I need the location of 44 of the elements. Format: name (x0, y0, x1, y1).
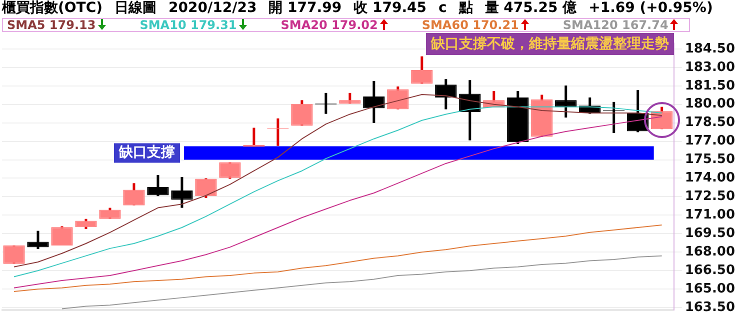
chart-subtitle: 日線圖 (114, 0, 157, 16)
y-tick-label: 165.00 (684, 281, 736, 296)
candlestick (603, 100, 625, 134)
y-tick-label: 171.00 (684, 208, 736, 223)
y-tick-label: 166.50 (684, 262, 736, 278)
candlestick (171, 176, 193, 210)
candlestick (195, 176, 217, 200)
y-tick-label: 180.00 (684, 96, 736, 112)
y-tick-label: 181.50 (684, 78, 736, 94)
candlestick (51, 225, 73, 247)
y-tick-label: 163.50 (684, 300, 736, 315)
text: 開 177.99 (268, 0, 342, 16)
text: SMA60 170.21 (422, 18, 520, 32)
candlestick (435, 78, 457, 111)
chart-title: 櫃買指數(OTC) (2, 0, 103, 16)
text: 量 475.25 億 (484, 0, 577, 16)
y-tick-label: 174.00 (684, 170, 736, 186)
candlestick (555, 84, 577, 119)
text: 點 (458, 0, 473, 16)
candlestick (363, 80, 385, 124)
candlestick (291, 98, 313, 128)
candlestick (411, 55, 433, 86)
text: SMA5 179.13 (7, 18, 97, 32)
y-tick-label: 168.00 (684, 244, 736, 260)
y-tick-label: 172.50 (684, 189, 736, 204)
band-label: 缺口支撐 (118, 144, 175, 161)
text: SMA20 179.02 (280, 18, 379, 32)
candlestick (219, 160, 241, 180)
text: 收 179.45 (354, 0, 426, 16)
y-tick-label: 183.00 (684, 60, 736, 75)
text: +1.69 (+0.95%) (588, 0, 713, 16)
y-tick-label: 169.50 (684, 226, 736, 242)
candlestick (147, 174, 169, 198)
y-tick-label: 178.50 (684, 115, 736, 130)
text: SMA10 179.31 (140, 18, 238, 32)
candlestick (75, 218, 97, 230)
text: 2020/12/23 (168, 0, 257, 16)
candlestick (123, 182, 145, 207)
text: SMA120 167.74 (562, 18, 670, 32)
annotation: 缺口支撐不破，維持量縮震盪整理走勢 (426, 33, 674, 55)
y-tick-label: 184.50 (684, 41, 736, 56)
y-tick-label: 177.00 (684, 134, 736, 149)
y-tick-label: 175.50 (684, 152, 736, 168)
text: c (438, 0, 447, 16)
